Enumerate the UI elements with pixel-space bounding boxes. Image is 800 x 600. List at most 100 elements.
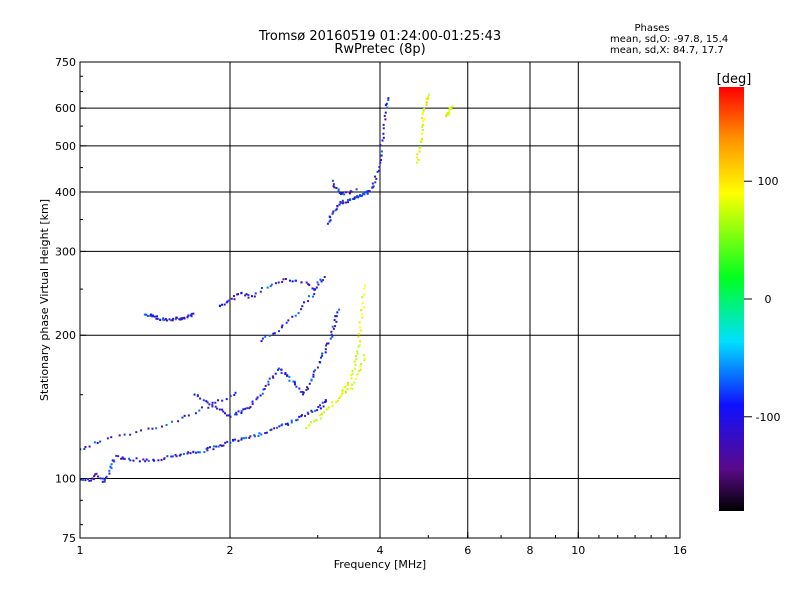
data-point <box>358 326 361 329</box>
data-point <box>214 405 217 408</box>
data-point <box>338 397 341 400</box>
data-point <box>237 293 240 296</box>
data-point <box>253 295 256 298</box>
data-point <box>378 169 381 172</box>
data-point <box>94 473 97 476</box>
data-point <box>230 297 233 300</box>
data-point <box>351 372 354 375</box>
data-point <box>174 318 177 321</box>
data-point <box>91 477 94 480</box>
data-point <box>86 478 89 481</box>
data-point <box>383 114 386 117</box>
data-point <box>368 190 371 193</box>
data-point <box>288 375 291 378</box>
data-point <box>266 286 269 289</box>
y-axis-ticks: 75 100 200 300 400 500 600 750 <box>55 56 86 545</box>
data-point <box>299 390 302 393</box>
data-point <box>329 337 332 340</box>
data-point <box>224 441 227 444</box>
stats-line-x: mean, sd,X: 84.7, 17.7 <box>610 45 724 56</box>
data-point <box>293 381 296 384</box>
data-point <box>321 352 324 355</box>
data-point <box>313 420 316 423</box>
data-point <box>421 116 424 119</box>
data-point <box>353 360 356 363</box>
data-point <box>155 317 158 320</box>
data-point <box>350 377 353 380</box>
data-point <box>290 421 293 424</box>
data-point <box>273 332 276 335</box>
data-point <box>278 425 281 428</box>
data-point <box>244 294 247 297</box>
data-point <box>305 427 308 430</box>
data-point <box>171 455 174 458</box>
data-point <box>284 423 287 426</box>
data-point <box>233 298 236 301</box>
data-point <box>357 335 360 338</box>
data-point <box>325 408 328 411</box>
data-point <box>332 210 335 213</box>
data-point <box>253 434 256 437</box>
data-point <box>270 283 273 286</box>
data-point <box>329 219 332 222</box>
data-point <box>425 101 428 104</box>
data-point <box>358 369 361 372</box>
y-tick-label: 75 <box>62 532 76 545</box>
data-point <box>175 316 178 319</box>
chart-title: Tromsø 20160519 01:24:00-01:25:43 <box>258 29 501 44</box>
data-point <box>312 287 315 290</box>
data-point <box>207 406 210 409</box>
data-point <box>319 407 322 410</box>
data-point <box>300 414 303 417</box>
data-point <box>286 374 289 377</box>
data-point <box>361 194 364 197</box>
data-point <box>382 136 385 139</box>
data-point <box>122 457 125 460</box>
data-point <box>328 215 331 218</box>
data-point <box>316 281 319 284</box>
data-point <box>346 198 349 201</box>
data-point <box>355 355 358 358</box>
data-point <box>360 309 363 312</box>
data-point <box>144 460 147 463</box>
data-point <box>308 284 311 287</box>
data-point <box>344 390 347 393</box>
data-point <box>156 317 159 320</box>
data-point <box>113 460 116 463</box>
data-point <box>346 388 349 391</box>
data-point <box>338 308 341 311</box>
data-point <box>247 296 250 299</box>
data-point <box>325 344 328 347</box>
data-point <box>315 286 318 289</box>
data-point <box>245 293 248 296</box>
data-point <box>242 437 245 440</box>
data-point <box>225 398 228 401</box>
data-point <box>245 436 248 439</box>
data-point <box>315 419 318 422</box>
data-point <box>314 288 317 291</box>
x-tick-label: 1 <box>77 544 84 557</box>
data-point <box>180 318 183 321</box>
data-point <box>261 337 264 340</box>
data-point <box>237 410 240 413</box>
data-point <box>416 161 419 164</box>
data-point <box>205 447 208 450</box>
data-point <box>255 398 258 401</box>
data-point <box>358 333 361 336</box>
data-point <box>104 477 107 480</box>
data-point <box>221 408 224 411</box>
data-point <box>325 342 328 345</box>
data-point <box>274 282 277 285</box>
data-point <box>287 423 290 426</box>
data-point <box>312 295 315 298</box>
data-point <box>334 315 337 318</box>
data-point <box>347 201 350 204</box>
data-point <box>108 472 111 475</box>
data-point <box>451 105 454 108</box>
data-point <box>327 342 330 345</box>
stats-heading: Phases <box>634 23 669 34</box>
data-point <box>316 366 319 369</box>
data-point <box>198 451 201 454</box>
data-point <box>345 191 348 194</box>
data-point <box>331 211 334 214</box>
